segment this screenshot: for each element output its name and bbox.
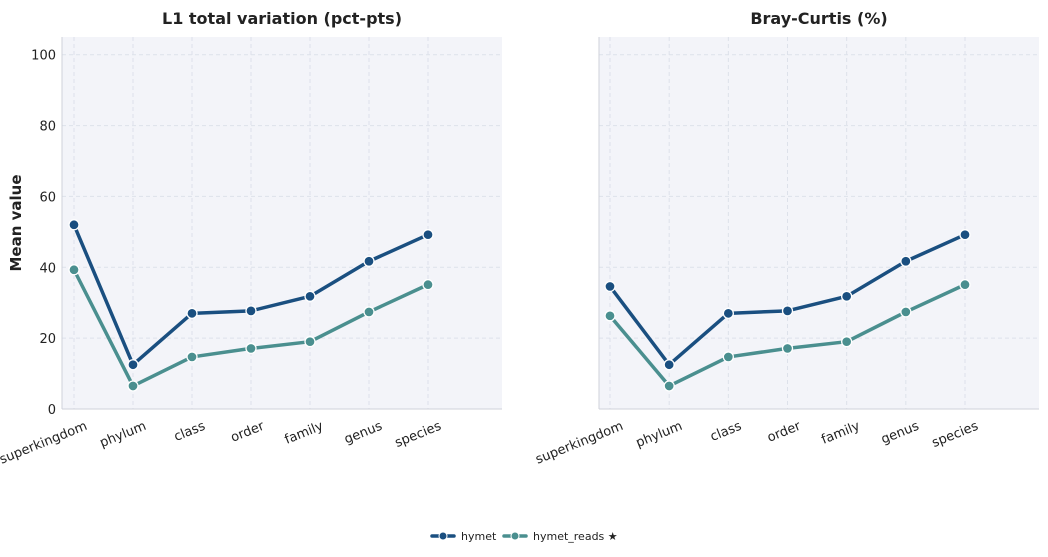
axes (598, 37, 1039, 410)
data-point (604, 280, 616, 293)
data-point (722, 351, 734, 363)
data-point (781, 305, 794, 317)
data-point (304, 290, 316, 302)
y-tick-label: 0 (48, 403, 56, 418)
data-point (422, 229, 434, 241)
data-point (186, 307, 198, 319)
x-tick-label: superkingdom (534, 419, 626, 468)
data-point (245, 342, 257, 355)
y-tick-label: 100 (31, 49, 56, 64)
data-point (900, 255, 912, 267)
x-tick-label: class (708, 419, 744, 445)
series-group (68, 219, 434, 392)
chart-title: Bray-Curtis (%) (750, 9, 887, 28)
x-tick-labels: superkingdom phylum class order family genus s… (534, 419, 981, 468)
legend-label: hymet_reads ★ (533, 530, 618, 543)
data-point (841, 290, 853, 302)
data-point (186, 351, 198, 363)
data-point (422, 278, 434, 291)
legend-marker (510, 531, 520, 541)
data-point (663, 380, 675, 392)
data-point (959, 278, 971, 291)
x-tick-labels: superkingdom phylum class order family genus s… (0, 419, 444, 468)
x-tick-label: genus (879, 419, 921, 448)
x-tick-label: family (283, 419, 326, 448)
data-point (245, 305, 257, 317)
y-tick-label: 40 (39, 261, 56, 276)
x-tick-label: phylum (634, 419, 685, 451)
legend: hymet hymet_reads ★ (430, 530, 618, 543)
data-point (127, 359, 139, 371)
data-point (900, 306, 912, 318)
chart-title: L1 total variation (pct-pts) (162, 9, 402, 28)
data-point (604, 310, 616, 322)
axes (61, 37, 502, 410)
y-tick-label: 60 (39, 190, 56, 205)
y-tick-label: 80 (39, 120, 56, 135)
data-point (841, 336, 853, 348)
data-point (959, 229, 971, 241)
data-point (304, 336, 316, 348)
panel-l1-total-variation: 0 20 40 60 80 100 superkingdom phylum class orde… (0, 9, 502, 468)
x-tick-label: family (819, 419, 862, 448)
y-tick-label: 20 (39, 332, 56, 347)
data-point (781, 342, 794, 355)
x-tick-label: class (172, 419, 208, 445)
x-tick-label: species (930, 419, 981, 451)
data-point (722, 307, 734, 319)
data-point (363, 255, 375, 267)
x-tick-label: order (229, 419, 267, 446)
y-tick-labels: 0 20 40 60 80 100 (31, 49, 56, 418)
series-group (604, 229, 971, 392)
y-axis-label: Mean value (7, 174, 25, 271)
gridlines (62, 37, 502, 410)
data-point (663, 359, 675, 371)
x-tick-label: phylum (98, 419, 149, 451)
data-point (68, 264, 80, 276)
x-tick-label: order (765, 419, 803, 446)
legend-label: hymet (461, 530, 497, 543)
data-point (68, 219, 80, 231)
data-point (127, 380, 139, 392)
x-tick-label: superkingdom (0, 419, 89, 468)
data-point (363, 306, 375, 318)
plot-area (62, 37, 502, 409)
x-tick-label: species (393, 419, 444, 451)
panel-bray-curtis: superkingdom phylum class order family genus s… (534, 9, 1039, 468)
plot-area (599, 37, 1039, 409)
x-tick-label: genus (342, 419, 384, 448)
legend-marker (438, 531, 448, 541)
